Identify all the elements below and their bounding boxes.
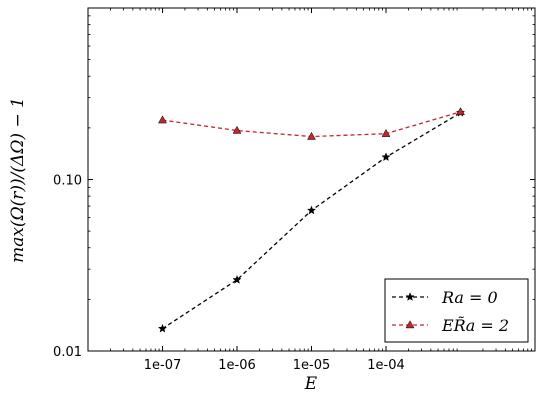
legend-marker: [405, 320, 415, 329]
data-point: [232, 125, 242, 134]
plot-frame: [87, 7, 536, 352]
data-point: [456, 107, 465, 116]
y-tick-label: 0.01: [53, 345, 82, 360]
y-tick-labels: 0.01 0.10: [53, 174, 82, 361]
x-tick-label: 1e-05: [293, 358, 331, 373]
legend: Ra = 0 ER̃a = 2: [384, 278, 529, 343]
legend-entry-1: Ra = 0: [392, 288, 498, 307]
x-tick-label: 1e-06: [218, 358, 256, 373]
series-layer: [157, 107, 466, 333]
legend-label: ER̃a = 2: [441, 316, 509, 335]
data-point: [306, 205, 317, 215]
y-axis-label: max(Ω(r))/(ΔΩ) − 1: [8, 97, 28, 263]
data-point: [158, 115, 167, 124]
legend-label: Ra = 0: [441, 288, 498, 307]
y-tick-label: 0.10: [53, 174, 82, 189]
x-tick-label: 1e-07: [144, 358, 182, 373]
legend-marker: [405, 292, 415, 301]
x-tick-labels: 1e-07 1e-06 1e-05 1e-04: [144, 358, 405, 373]
x-axis-label: E: [304, 374, 318, 394]
series-2: [158, 107, 465, 140]
x-tick-label: 1e-04: [367, 358, 405, 373]
data-point: [307, 131, 316, 140]
data-point: [381, 128, 391, 137]
legend-entry-2: ER̃a = 2: [392, 316, 509, 335]
data-point: [157, 323, 168, 333]
data-point: [232, 274, 242, 284]
legend-frame: [384, 278, 529, 343]
data-point: [381, 152, 391, 162]
